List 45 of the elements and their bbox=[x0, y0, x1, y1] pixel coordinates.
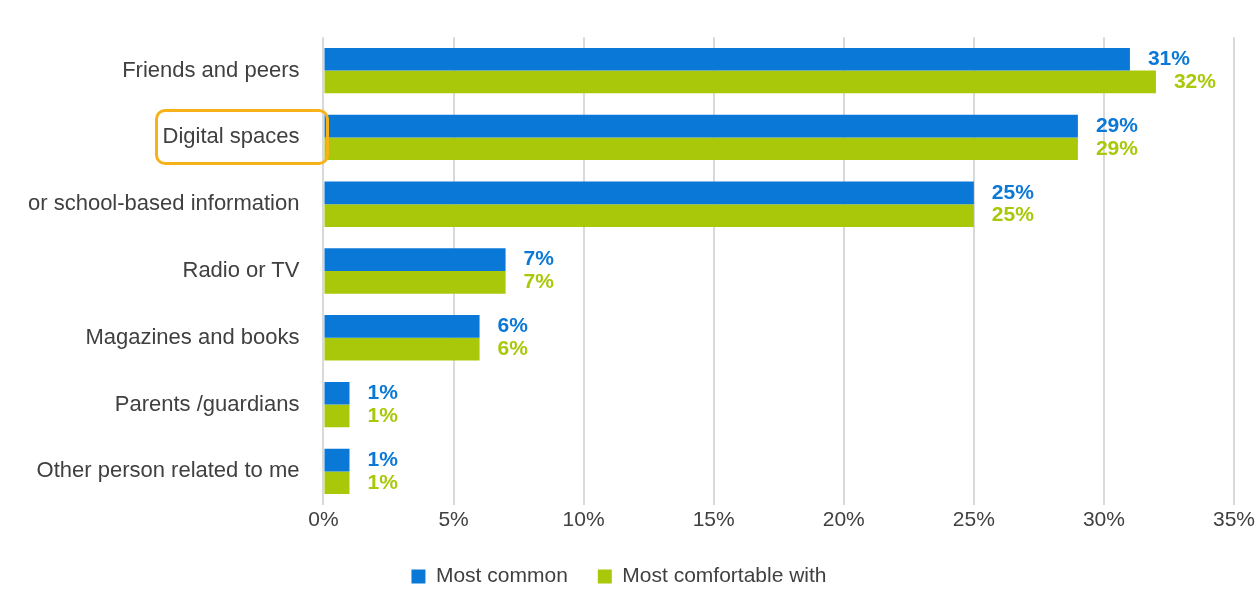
x-tick-label: 30% bbox=[1082, 507, 1125, 531]
bar bbox=[324, 248, 506, 271]
data-label: 1% bbox=[367, 402, 399, 426]
bar bbox=[324, 471, 350, 495]
bar bbox=[324, 337, 480, 361]
data-label: 6% bbox=[497, 313, 529, 337]
x-tick-label: 15% bbox=[692, 507, 735, 531]
data-label: 29% bbox=[1095, 135, 1139, 159]
bar bbox=[324, 315, 480, 338]
bar bbox=[324, 271, 506, 294]
bar bbox=[324, 448, 350, 472]
data-label: 31% bbox=[1147, 46, 1191, 70]
data-label: 25% bbox=[991, 202, 1035, 226]
data-label: 7% bbox=[523, 269, 555, 293]
data-label: 7% bbox=[523, 246, 555, 270]
bar bbox=[324, 204, 974, 227]
data-label: 32% bbox=[1173, 68, 1217, 92]
x-tick-label: 20% bbox=[822, 507, 865, 531]
data-label: 29% bbox=[1095, 112, 1139, 136]
y-tick-label: Radio or TV bbox=[182, 257, 300, 283]
y-tick-label: Digital spaces bbox=[162, 123, 300, 149]
bar bbox=[324, 404, 350, 428]
data-label: 1% bbox=[367, 469, 399, 493]
y-tick-label: Other person related to me bbox=[36, 457, 300, 483]
x-tick-label: 25% bbox=[952, 507, 995, 531]
bar bbox=[324, 381, 350, 405]
data-label: 1% bbox=[367, 446, 399, 470]
x-tick-label: 0% bbox=[308, 507, 339, 531]
bar bbox=[324, 47, 1130, 71]
data-label: 6% bbox=[497, 335, 529, 359]
x-tick-label: 5% bbox=[438, 507, 469, 531]
bar bbox=[324, 137, 1078, 161]
legend-label: Most comfortable with bbox=[622, 563, 827, 587]
y-tick-label: Friends and peers bbox=[122, 56, 300, 82]
y-tick-label: or school-based information bbox=[27, 190, 300, 216]
data-label: 25% bbox=[991, 179, 1035, 203]
x-tick-label: 10% bbox=[562, 507, 605, 531]
legend-label: Most common bbox=[435, 563, 568, 587]
bar bbox=[324, 70, 1156, 94]
x-tick-label: 35% bbox=[1212, 507, 1255, 531]
y-tick-label: Magazines and books bbox=[85, 323, 300, 349]
bar bbox=[324, 114, 1078, 138]
y-tick-label: Parents /guardians bbox=[114, 390, 300, 416]
bar bbox=[324, 181, 974, 205]
data-label: 1% bbox=[367, 380, 399, 404]
